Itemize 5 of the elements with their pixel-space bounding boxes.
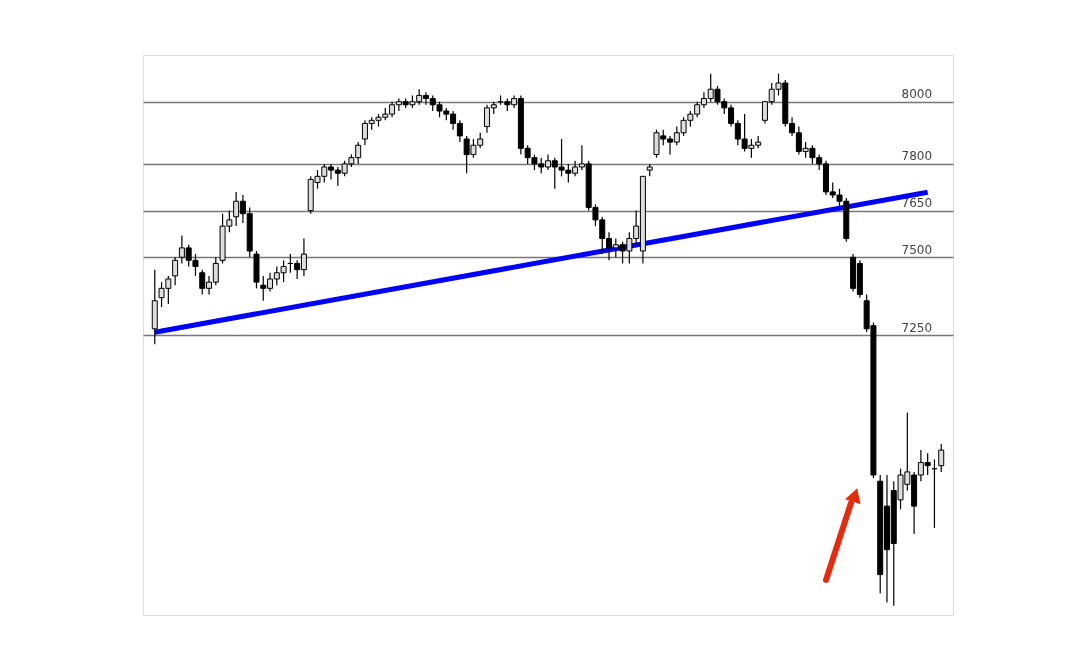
y-tick-label: 8000 xyxy=(901,87,933,102)
y-tick-label: 7800 xyxy=(901,149,933,164)
y-tick-label: 7500 xyxy=(901,242,933,257)
y-tick-label: 7650 xyxy=(901,196,933,211)
y-tick-label: 7250 xyxy=(901,320,933,335)
